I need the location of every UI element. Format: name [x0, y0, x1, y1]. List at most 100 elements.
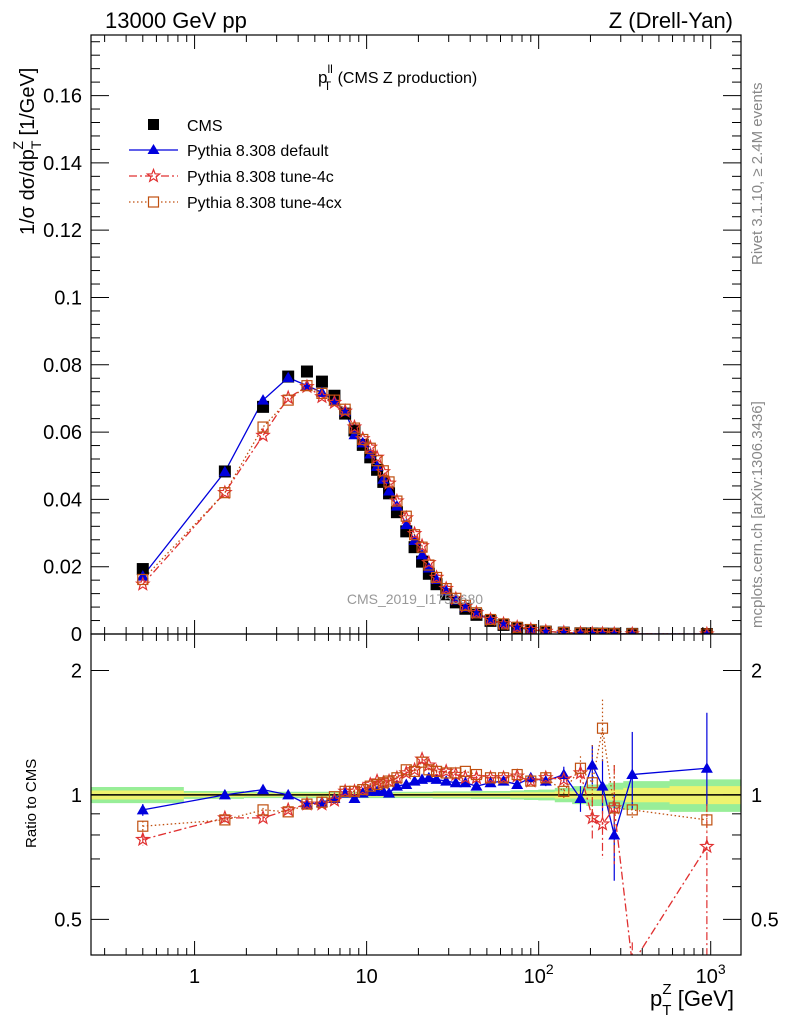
ratio-default-point: [218, 788, 231, 800]
ratio-frame: [90, 633, 742, 956]
ratio-tune4cx-point: [219, 814, 231, 826]
ratio-default-point: [608, 828, 621, 840]
tune4cx-data-point: [371, 455, 383, 467]
ratio-tune4cx-point: [408, 765, 421, 777]
tune4cx-data-point: [391, 495, 403, 507]
ratio-y-tick-label-left: 1: [71, 785, 82, 807]
chart-title: pll T (CMS Z production): [318, 62, 477, 93]
ratio-tune4cx-point: [608, 802, 620, 814]
ratio-tune4cx-point: [484, 772, 497, 784]
legend-label-tune4c: Pythia 8.308 tune-4c: [187, 169, 334, 186]
x-axis-label-sub: T: [662, 1002, 671, 1019]
y-tick-label: 0: [71, 624, 82, 646]
ratio-tune4cx-point: [626, 804, 638, 816]
legend-marker-default: [147, 144, 160, 154]
ratio-default-point: [348, 792, 361, 804]
legend: CMS Pythia 8.308 default Pythia 8.308 tu…: [129, 118, 342, 212]
legend-entry-tune4c: Pythia 8.308 tune-4c: [129, 167, 334, 186]
ratio-default-point: [524, 771, 537, 783]
ratio-tune4cx-point: [377, 777, 389, 789]
ratio-default-point: [449, 776, 462, 788]
tune4cx-data-point: [339, 403, 351, 415]
x-tick-label: 10: [355, 966, 377, 988]
ratio-default-point: [700, 762, 713, 773]
ratio-tune4cx-point: [416, 756, 428, 768]
ratio-y-tick-label-right: 2: [751, 660, 762, 682]
default-data-point: [416, 548, 429, 560]
ratio-tune4c-point: [626, 957, 638, 969]
legend-label-cms: CMS: [187, 118, 223, 135]
ratio-tune4cx-point: [391, 772, 403, 784]
ratio-tune4cx-point: [328, 791, 341, 803]
ratio-tune4cx-point: [400, 764, 412, 776]
y-tick-label: 0.14: [43, 153, 82, 175]
tune4cx-data-point: [574, 627, 587, 634]
cms-data-point: [136, 563, 149, 576]
ratio-default-point: [626, 768, 639, 780]
analysis-watermark: CMS_2019_I1753680: [347, 591, 483, 607]
x-axis-label-sup: Z: [662, 981, 671, 998]
ratio-default-point: [390, 780, 403, 791]
ratio-tune4cx-point: [525, 775, 537, 787]
tune4cx-data-point: [450, 592, 462, 604]
tune4cx-data-point: [408, 529, 421, 541]
ratio-tune4cx-point: [511, 768, 523, 781]
ratio-tune4cx-point: [339, 785, 351, 797]
chart-title-sub: T: [324, 79, 332, 93]
tune4cx-data-point: [219, 487, 231, 499]
tune4cx-data-point: [416, 541, 428, 553]
default-data-point: [598, 627, 607, 634]
mcplots-label: mcplots.cern.ch [arXiv:1306.3436]: [749, 401, 766, 628]
default-data-point: [383, 484, 396, 496]
legend-entry-tune4cx: Pythia 8.308 tune-4cx: [129, 195, 342, 212]
tune4cx-data-point: [497, 618, 510, 630]
ratio-tune4cx-point: [586, 777, 598, 789]
ratio-tune4c-point: [421, 756, 437, 772]
tune4cx-data-point: [400, 510, 412, 522]
x-axis-label: pTZ [GeV]: [650, 981, 734, 1019]
ratio-panel: 1 10 102 103 0.5 0.5 1 1 2 2: [54, 633, 779, 988]
ratio-default-point: [574, 792, 587, 804]
tune4cx-data-point: [383, 476, 395, 488]
ratio-tune4c-point: [594, 815, 611, 831]
tune4cx-data-point: [282, 394, 294, 406]
tune4cx-data-point: [328, 394, 341, 406]
ratio-y-tick-label-left: 0.5: [54, 909, 82, 931]
ratio-tune4cx-point: [371, 778, 383, 791]
legend-label-default: Pythia 8.308 default: [187, 143, 329, 160]
ratio-tune4c-point: [255, 809, 271, 825]
ratio-tune4c-point: [699, 838, 715, 854]
ratio-tune4cx-point: [357, 783, 369, 796]
ratio-tune4cx-point: [574, 762, 587, 774]
ratio-default-point: [459, 776, 472, 788]
tune4cx-data-point: [137, 573, 149, 586]
default-data-point: [559, 626, 569, 634]
ratio-tune4cx-point: [701, 814, 713, 826]
y-tick-label: 0.08: [43, 355, 82, 377]
legend-marker-tune4cx: [147, 196, 160, 208]
default-data-point: [136, 570, 149, 581]
ratio-default-point: [440, 775, 453, 786]
y-axis-label-b: [1/GeV]: [17, 68, 39, 141]
ratio-tune4cx-point: [540, 772, 552, 784]
ratio-default-point: [484, 776, 497, 788]
y-axis-label: 1/σ dσ/dpTZ [1/GeV]: [10, 68, 44, 235]
ratio-tune4cx-point: [137, 820, 149, 832]
legend-marker-cms: [148, 119, 159, 130]
x-tick-label: 102: [524, 961, 554, 988]
x-tick-label: 103: [696, 961, 726, 988]
ratio-tune4cx-point: [257, 804, 269, 816]
chart-title-sup: ll: [327, 62, 332, 76]
y-axis-label-sub: T: [28, 140, 44, 149]
default-data-point: [610, 627, 618, 634]
ratio-y-label: Ratio to CMS: [23, 759, 40, 848]
ratio-tune4cx-point: [348, 785, 361, 797]
tune4cx-data-point: [440, 582, 452, 595]
tune4cx-data-point: [423, 559, 435, 571]
ratio-series-line: [142, 728, 707, 827]
chart-title-rest: (CMS Z production): [333, 70, 477, 87]
ratio-default-point: [511, 778, 524, 789]
tune4cx-data-point: [430, 571, 443, 584]
ratio-default-point: [282, 788, 295, 800]
ratio-tune4cx-point: [383, 775, 395, 787]
